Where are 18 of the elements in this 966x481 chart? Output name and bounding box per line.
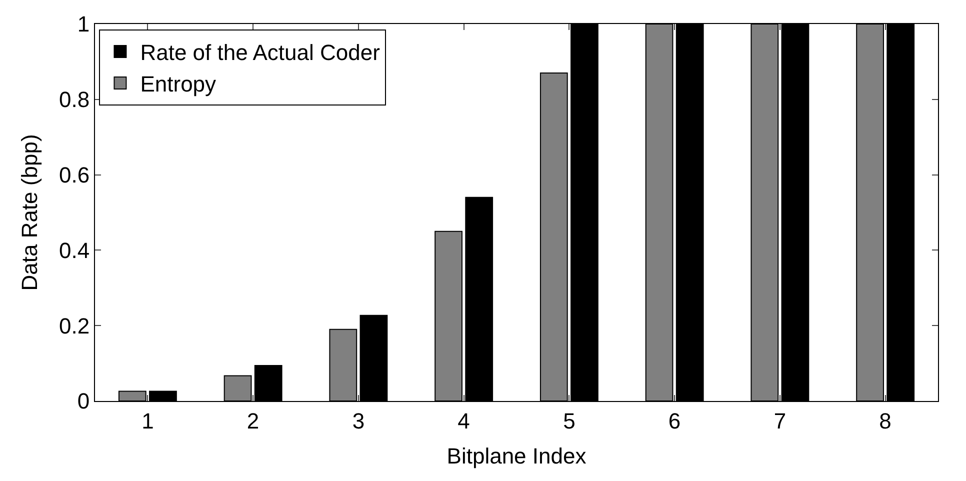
legend-label: Rate of the Actual Coder xyxy=(140,40,380,66)
y-tick-label: 0 xyxy=(77,388,90,414)
y-tick-label: 0.4 xyxy=(59,238,90,263)
y-tick-label: 0.2 xyxy=(59,313,90,338)
x-tick-label: 8 xyxy=(879,408,892,434)
y-tick-label: 0.6 xyxy=(59,162,90,188)
x-tick-label: 7 xyxy=(774,408,786,434)
x-tick-label: 4 xyxy=(458,408,470,434)
y-tick-label: 1 xyxy=(77,12,90,37)
x-tick-label: 6 xyxy=(668,408,681,434)
x-tick-label: 1 xyxy=(142,408,154,434)
y-axis-title: Data Rate (bpp) xyxy=(16,134,42,291)
x-tick-label: 2 xyxy=(246,408,260,434)
x-tick-label: 5 xyxy=(563,408,576,434)
x-tick-label: 3 xyxy=(352,408,365,434)
y-tick-label: 0.8 xyxy=(59,87,90,112)
legend-label: Entropy xyxy=(140,72,216,97)
x-axis-title: Bitplane Index xyxy=(446,443,586,468)
